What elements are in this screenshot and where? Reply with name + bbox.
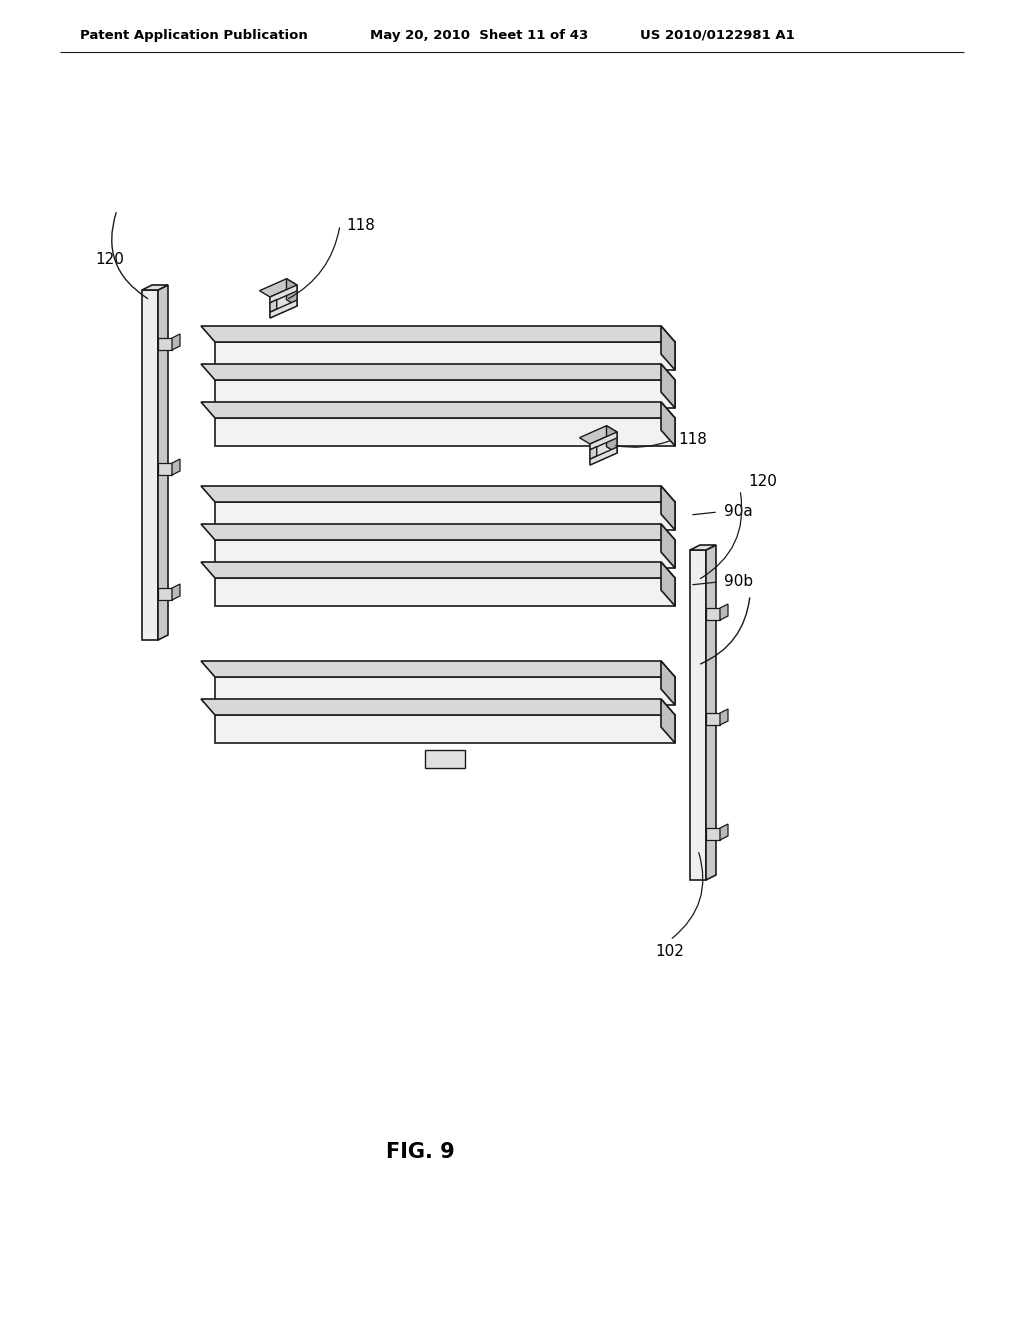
Text: 90b: 90b [724, 574, 753, 590]
Polygon shape [425, 750, 465, 768]
Polygon shape [215, 578, 675, 606]
Polygon shape [662, 486, 675, 531]
Polygon shape [706, 828, 720, 840]
Polygon shape [720, 824, 728, 840]
Polygon shape [590, 446, 597, 459]
Text: 120: 120 [95, 252, 124, 268]
Polygon shape [720, 605, 728, 620]
Polygon shape [201, 562, 675, 578]
Polygon shape [215, 677, 675, 705]
Polygon shape [270, 285, 297, 302]
Polygon shape [215, 418, 675, 446]
Polygon shape [158, 285, 168, 640]
Text: May 20, 2010  Sheet 11 of 43: May 20, 2010 Sheet 11 of 43 [370, 29, 588, 41]
Polygon shape [606, 425, 617, 453]
Polygon shape [270, 285, 297, 318]
Polygon shape [142, 290, 158, 640]
Polygon shape [662, 364, 675, 408]
Polygon shape [201, 326, 675, 342]
Polygon shape [201, 524, 675, 540]
Polygon shape [662, 661, 675, 705]
Polygon shape [662, 403, 675, 446]
Polygon shape [201, 403, 675, 418]
Polygon shape [201, 364, 675, 380]
Polygon shape [590, 447, 617, 465]
Polygon shape [720, 709, 728, 725]
Polygon shape [580, 425, 617, 444]
Polygon shape [706, 609, 720, 620]
Text: 102: 102 [655, 945, 684, 960]
Polygon shape [259, 279, 297, 297]
Polygon shape [215, 715, 675, 743]
Polygon shape [590, 432, 617, 465]
Polygon shape [172, 583, 180, 601]
Text: 118: 118 [678, 433, 707, 447]
Polygon shape [270, 300, 276, 312]
Polygon shape [662, 524, 675, 568]
Polygon shape [215, 380, 675, 408]
Polygon shape [270, 300, 297, 318]
Polygon shape [706, 545, 716, 880]
Polygon shape [158, 587, 172, 601]
Polygon shape [158, 338, 172, 350]
Polygon shape [662, 562, 675, 606]
Polygon shape [690, 550, 706, 880]
Polygon shape [158, 463, 172, 475]
Text: Patent Application Publication: Patent Application Publication [80, 29, 308, 41]
Polygon shape [690, 545, 716, 550]
Polygon shape [706, 713, 720, 725]
Polygon shape [201, 661, 675, 677]
Polygon shape [215, 540, 675, 568]
Polygon shape [590, 432, 617, 450]
Polygon shape [287, 279, 297, 306]
Text: 118: 118 [346, 218, 375, 232]
Polygon shape [662, 700, 675, 743]
Polygon shape [201, 700, 675, 715]
Text: 120: 120 [748, 474, 777, 490]
Polygon shape [215, 502, 675, 531]
Polygon shape [172, 334, 180, 350]
Polygon shape [142, 285, 168, 290]
Polygon shape [215, 342, 675, 370]
Text: 90a: 90a [724, 504, 753, 520]
Polygon shape [201, 486, 675, 502]
Text: FIG. 9: FIG. 9 [386, 1142, 455, 1162]
Polygon shape [172, 459, 180, 475]
Text: US 2010/0122981 A1: US 2010/0122981 A1 [640, 29, 795, 41]
Polygon shape [662, 326, 675, 370]
